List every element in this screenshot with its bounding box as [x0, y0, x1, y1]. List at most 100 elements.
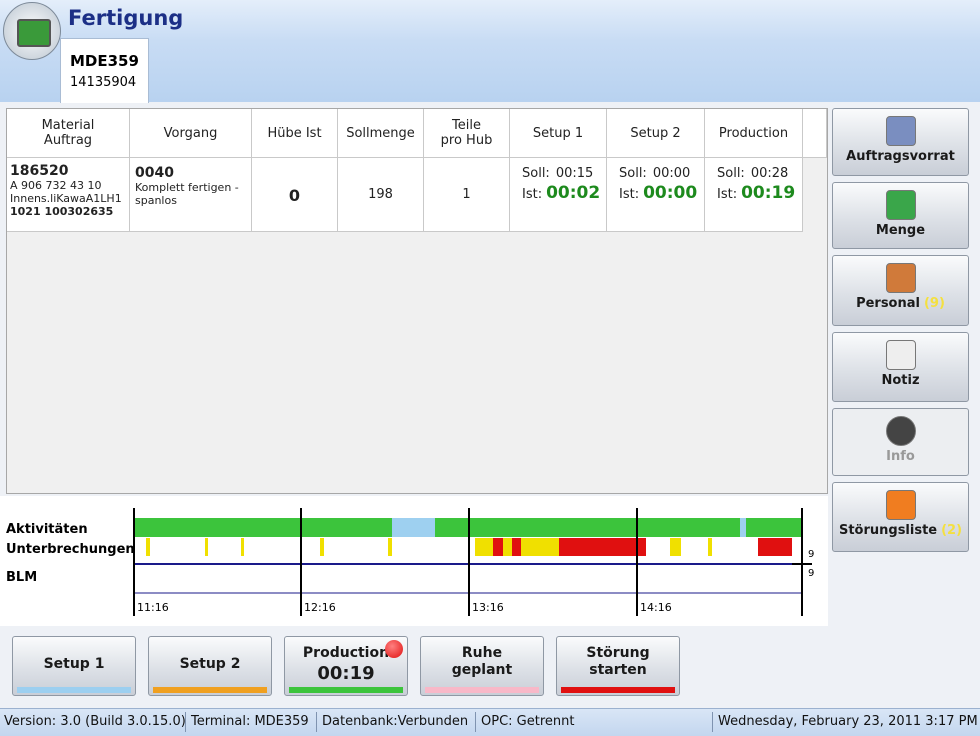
button-label: Störungsliste [838, 523, 938, 538]
bottom-button[interactable]: Setup 2 [148, 636, 272, 696]
material-line: 1021 100302635 [10, 205, 114, 218]
interruption [320, 538, 324, 556]
column-header: Hübe Ist [252, 109, 338, 158]
header-text: Setup 1 [532, 125, 584, 141]
bottom-button[interactable]: Ruhe geplant [420, 636, 544, 696]
ist-value: 00:19 [741, 183, 796, 203]
status-item: Version: 3.0 (Build 3.0.15.0) [4, 714, 186, 729]
button-label-row: Personal (9) [833, 296, 968, 311]
button-count: (9) [923, 296, 945, 311]
button-label: Störung [586, 645, 650, 661]
button-color-bar [425, 687, 539, 693]
bottom-button[interactable]: Störung starten [556, 636, 680, 696]
ist-row: Ist: 00:19 [717, 183, 802, 203]
status-light [385, 640, 403, 658]
time-label: 14:16 [640, 601, 672, 614]
column-header: Teile pro Hub [424, 109, 510, 158]
button-color-bar [561, 687, 675, 693]
column-header: Production [705, 109, 803, 158]
activity-track [134, 518, 802, 537]
header-text: Production [718, 125, 789, 141]
vorgang-text: Komplett fertigen - spanlos [135, 181, 239, 207]
header-text: Sollmenge [346, 125, 415, 141]
marker-label: 9 [808, 549, 814, 560]
ist-value: 00:02 [546, 183, 601, 203]
status-separator [475, 712, 476, 732]
button-label: Notiz [881, 373, 920, 388]
button-color-bar [289, 687, 403, 693]
column-header: Material Auftrag [7, 109, 130, 158]
tab[interactable]: MDE359 14135904 [60, 38, 149, 103]
activity-segment [746, 518, 802, 537]
interruption [241, 538, 244, 556]
teile-value: 1 [462, 187, 471, 202]
button-label-row: Störungsliste (2) [833, 523, 968, 538]
button-color-bar [153, 687, 267, 693]
button-icon [885, 416, 916, 446]
activity-segment [740, 518, 746, 537]
button-label-row: Notiz [833, 373, 968, 388]
button-label: Production [302, 645, 390, 661]
status-bar: Version: 3.0 (Build 3.0.15.0) Terminal: M… [0, 708, 980, 736]
button-label: Menge [875, 223, 926, 238]
soll-row: Soll: 00:00 [619, 166, 704, 181]
column-header: Sollmenge [338, 109, 424, 158]
side-button: Info [832, 408, 969, 476]
soll-value: 00:15 [555, 166, 594, 181]
material-line: Innens.liKawaA1LH1 [10, 192, 122, 205]
row-label: Unterbrechungen [6, 542, 135, 557]
button-label: Auftragsvorrat [846, 149, 955, 164]
column-header: Setup 2 [607, 109, 705, 158]
material-line: A 906 732 43 10 [10, 179, 102, 192]
interruption [493, 538, 503, 556]
button-text: Setup 1 [13, 637, 135, 672]
bottom-button[interactable]: Setup 1 [12, 636, 136, 696]
time-label: 13:16 [472, 601, 504, 614]
status-separator [316, 712, 317, 732]
side-button[interactable]: Störungsliste (2) [832, 482, 969, 552]
ist-row: Ist: 00:02 [522, 183, 606, 203]
button-label: Setup 2 [179, 656, 241, 672]
button-color-bar [17, 687, 131, 693]
interruption [758, 538, 792, 556]
time-label: 12:16 [304, 601, 336, 614]
icon-graphic [17, 19, 51, 47]
header-text: Hübe Ist [267, 125, 322, 141]
row-label: BLM [6, 570, 37, 585]
header [0, 0, 980, 102]
column-header: Setup 1 [510, 109, 607, 158]
interruption [205, 538, 208, 556]
status-item: OPC: Getrennt [481, 714, 575, 729]
time-cell: Soll: 00:00 Ist: 00:00 [607, 158, 705, 232]
status-item: Terminal: MDE359 [191, 714, 309, 729]
side-button[interactable]: Auftragsvorrat [832, 108, 969, 176]
material-line: 186520 [10, 163, 69, 179]
header-text: Vorgang [163, 125, 218, 141]
button-label: Personal [856, 296, 920, 311]
app-icon[interactable] [3, 2, 61, 60]
header-text: Setup 2 [630, 125, 681, 141]
button-label: Info [886, 449, 915, 464]
button-text: Ruhe geplant [421, 637, 543, 678]
order-panel: Material Auftrag Vorgang Hübe Ist Sollmenge T… [6, 108, 828, 494]
interruption [601, 538, 646, 556]
interruption [512, 538, 521, 556]
huebe-cell: 0 [252, 158, 338, 232]
interruption [559, 538, 601, 556]
sollmenge-value: 198 [368, 187, 393, 202]
teile-cell: 1 [424, 158, 510, 232]
ist-label: Ist: [619, 187, 640, 202]
interruption [146, 538, 150, 556]
side-button[interactable]: Personal (9) [832, 255, 969, 326]
bottom-button[interactable]: Production 00:19 [284, 636, 408, 696]
app-title: Fertigung [68, 6, 184, 30]
button-icon [885, 340, 916, 370]
side-button[interactable]: Menge [832, 182, 969, 249]
side-button[interactable]: Notiz [832, 332, 969, 402]
soll-value: 00:28 [750, 166, 789, 181]
activity-segment [134, 518, 392, 537]
material-cell: 186520 A 906 732 43 10 Innens.liKawaA1LH1 1… [7, 158, 130, 232]
button-label-row: Info [833, 449, 968, 464]
button-label: geplant [451, 662, 513, 678]
button-label: Setup 1 [43, 656, 105, 672]
